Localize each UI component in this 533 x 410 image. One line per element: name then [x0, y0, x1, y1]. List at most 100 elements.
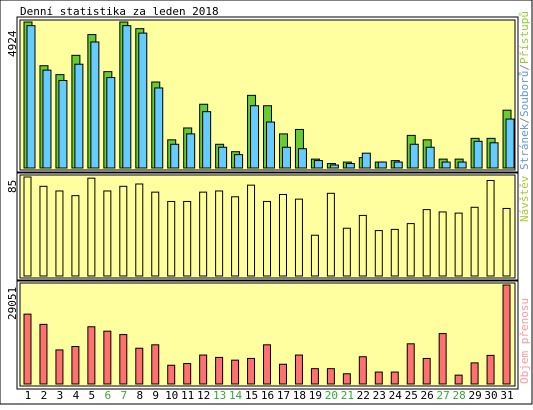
day-label: 16: [261, 389, 274, 402]
panel-outer-frame: [16, 16, 519, 174]
kbytes-bar: [390, 371, 399, 385]
visits-bar: [231, 196, 240, 277]
files-bar: [58, 80, 68, 169]
kbytes-bar: [39, 323, 48, 385]
visits-bar: [438, 211, 447, 277]
day-label: 23: [373, 389, 386, 402]
day-label: 22: [357, 389, 370, 402]
visits-bar: [215, 190, 224, 277]
day-label: 10: [165, 389, 178, 402]
hits-files-pages-legend: Stránek/Souborů/Přístupů: [518, 11, 531, 170]
kbytes-bar: [310, 368, 319, 385]
kbytes-bar: [183, 363, 192, 385]
files-bar: [266, 121, 276, 169]
visits-bar: [374, 230, 383, 277]
kbytes-legend: Objem přenosu: [518, 298, 531, 384]
kbytes-bar: [438, 333, 447, 385]
visits-bar: [326, 192, 335, 277]
day-label: 20: [325, 389, 338, 402]
kbytes-bar: [215, 356, 224, 385]
day-label: 13: [213, 389, 226, 402]
day-label: 27: [437, 389, 450, 402]
kbytes-bar: [87, 326, 96, 385]
visits-panel: [16, 171, 519, 282]
visits-bar: [119, 185, 128, 277]
files-bar: [186, 133, 196, 169]
visits-bar: [310, 234, 319, 277]
visits-bar: [390, 228, 399, 277]
visits-bar: [167, 200, 176, 277]
top-scale-label: 4924: [6, 30, 19, 57]
legend-separator-1: /: [518, 117, 531, 124]
visits-bar: [39, 185, 48, 277]
kbytes-bar: [294, 354, 303, 385]
panel-outer-frame: [16, 171, 519, 282]
kbytes-bar: [470, 362, 479, 385]
day-label: 15: [245, 389, 258, 402]
kbytes-bar: [119, 334, 128, 385]
chart-title: Denní statistika za leden 2018: [20, 5, 219, 18]
day-label: 5: [89, 389, 96, 402]
kbytes-bar: [71, 346, 80, 385]
kbytes-bar: [263, 344, 272, 385]
files-bar: [26, 25, 36, 169]
files-bar: [505, 118, 515, 169]
day-label: 21: [341, 389, 354, 402]
day-label: 28: [452, 389, 465, 402]
files-bar: [457, 161, 467, 169]
middle-scale-label: 85: [6, 180, 19, 193]
kbytes-bar: [326, 368, 335, 385]
files-bar: [345, 163, 355, 169]
files-bar: [202, 111, 212, 169]
kbytes-bar: [374, 371, 383, 385]
day-label: 8: [136, 389, 143, 402]
day-label: 3: [57, 389, 64, 402]
day-label: 25: [405, 389, 418, 402]
visits-bar: [151, 191, 160, 277]
legend-hits: Přístupů: [518, 11, 531, 64]
files-bar: [297, 148, 307, 169]
files-bar: [441, 161, 451, 169]
files-bar: [313, 160, 323, 169]
kbytes-bar: [454, 374, 463, 385]
visits-bar: [422, 209, 431, 277]
files-bar: [138, 32, 148, 169]
bottom-scale-label: 29051: [6, 287, 19, 320]
files-bar: [170, 143, 180, 169]
day-label: 24: [389, 389, 403, 402]
visits-bar: [294, 198, 303, 277]
day-label: 31: [500, 389, 513, 402]
kbytes-panel: [16, 279, 519, 390]
hits-files-pages-panel: [16, 16, 519, 174]
files-bar: [122, 25, 132, 169]
visits-bar: [55, 190, 64, 277]
day-label: 2: [41, 389, 48, 402]
visits-bar: [486, 179, 495, 277]
visits-bar: [247, 184, 256, 277]
kbytes-bar: [103, 330, 112, 385]
legend-pages: Stránek: [518, 123, 531, 170]
day-label: 14: [229, 389, 243, 402]
visits-bar: [358, 214, 367, 277]
files-bar: [154, 87, 164, 169]
kbytes-bar: [358, 356, 367, 385]
visits-bar: [71, 195, 80, 277]
files-bar: [42, 69, 52, 169]
day-label: 6: [105, 389, 112, 402]
legend-separator-2: /: [518, 64, 531, 71]
day-label: 4: [73, 389, 80, 402]
visits-bar: [470, 206, 479, 277]
kbytes-bar: [502, 284, 511, 385]
legend-files: Souborů: [518, 71, 531, 117]
day-label: 7: [120, 389, 127, 402]
panel-outer-frame: [16, 279, 519, 390]
visits-bar: [199, 191, 208, 277]
kbytes-bar: [406, 343, 415, 385]
files-bar: [329, 164, 339, 169]
kbytes-bar: [55, 349, 64, 385]
visits-bar: [502, 207, 511, 277]
files-bar: [74, 63, 84, 169]
visits-bar: [103, 190, 112, 277]
kbytes-bar: [247, 357, 256, 385]
